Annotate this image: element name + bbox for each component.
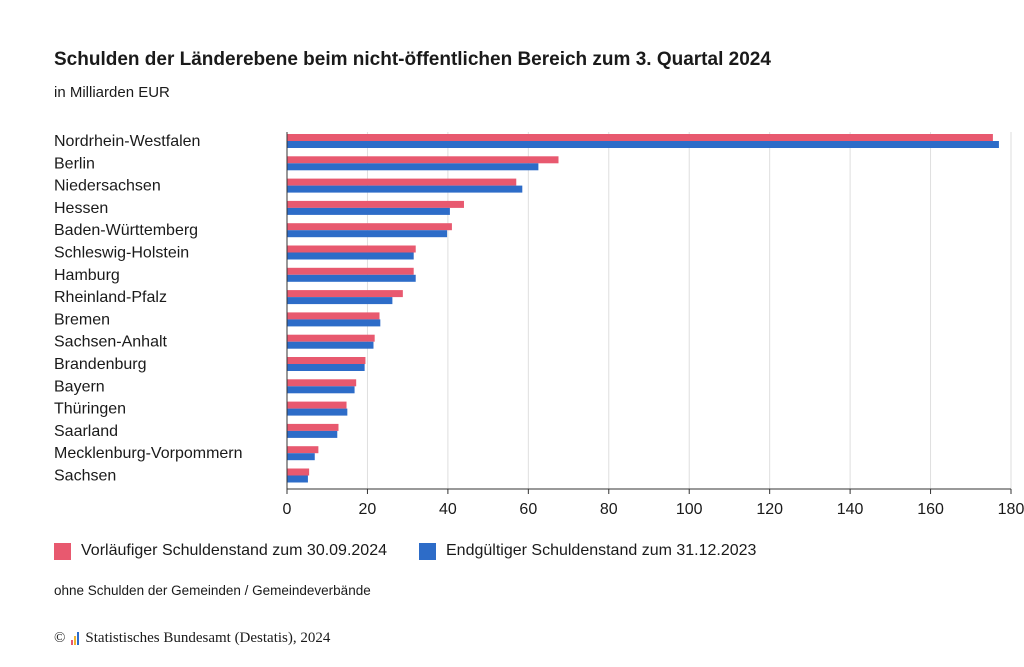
legend-swatch-preliminary [54,542,71,560]
bar-preliminary [287,245,416,253]
chart-subtitle: in Milliarden EUR [54,84,170,101]
bar-final [287,230,448,238]
chart-title: Schulden der Länderebene beim nicht-öffe… [54,49,771,70]
category-label: Sachsen [54,468,116,485]
category-label: Brandenburg [54,356,147,373]
x-tick-label: 160 [917,501,944,518]
bar-preliminary [287,200,464,208]
footnote: ohne Schulden der Gemeinden / Gemeindeve… [54,583,371,598]
x-tick-label: 120 [756,501,783,518]
category-label: Bayern [54,378,105,395]
bar-final [287,475,308,483]
category-label: Baden-Württemberg [54,222,198,239]
category-label: Saarland [54,423,118,440]
x-tick-label: 180 [998,501,1024,518]
bar-final [287,319,381,327]
bar-preliminary [287,401,347,409]
bar-final [287,408,348,416]
bar-preliminary [287,223,452,231]
x-tick-label: 40 [439,501,457,518]
category-label: Rheinland-Pfalz [54,289,167,306]
legend-item-final[interactable]: Endgültiger Schuldenstand zum 31.12.2023 [419,542,756,560]
bar-final [287,185,523,193]
category-label: Nordrhein-Westfalen [54,133,200,150]
bar-final [287,163,539,171]
bar-preliminary [287,357,366,364]
bar-preliminary [287,178,517,186]
legend-label-preliminary: Vorläufiger Schuldenstand zum 30.09.2024 [81,542,387,559]
copyright-symbol: © [54,630,66,646]
source-credit: © Statistisches Bundesamt (Destatis), 20… [54,630,330,647]
bar-preliminary [287,290,403,298]
x-tick-label: 80 [600,501,618,518]
x-tick-label: 140 [837,501,864,518]
bar-preliminary [287,379,357,387]
bar-final [287,141,999,148]
bar-preliminary [287,312,380,320]
bar-final [287,207,450,215]
bar-final [287,341,374,349]
credit-text: Statistisches Bundesamt (Destatis), 2024 [85,630,331,646]
bar-preliminary [287,267,414,275]
bar-preliminary [287,468,310,476]
legend-label-final: Endgültiger Schuldenstand zum 31.12.2023 [446,542,757,559]
bar-final [287,252,414,260]
legend-swatch-final [419,542,436,560]
category-label: Schleswig-Holstein [54,245,189,262]
bar-final [287,430,338,438]
category-label: Niedersachsen [54,178,161,195]
legend-item-preliminary[interactable]: Vorläufiger Schuldenstand zum 30.09.2024 [54,542,387,560]
x-tick-label: 20 [359,501,377,518]
bar-final [287,364,365,371]
category-label: Berlin [54,155,95,172]
destatis-logo-icon [71,632,80,645]
category-label: Bremen [54,311,110,328]
bar-final [287,297,393,305]
category-label: Hamburg [54,267,120,284]
category-label: Hessen [54,200,108,217]
legend: Vorläufiger Schuldenstand zum 30.09.2024… [54,542,756,560]
bar-preliminary [287,334,375,342]
x-tick-label: 0 [283,501,292,518]
bar-preliminary [287,134,993,141]
bar-final [287,453,315,461]
bar-chart: Nordrhein-Westfalen Berlin Niedersachsen He… [54,132,1024,518]
bar-final [287,386,355,394]
x-tick-label: 60 [519,501,537,518]
category-label: Mecklenburg-Vorpommern [54,445,243,462]
bar-final [287,274,416,282]
x-tick-label: 100 [676,501,703,518]
bar-preliminary [287,423,339,431]
category-label: Sachsen-Anhalt [54,334,168,351]
bar-preliminary [287,156,559,164]
bar-preliminary [287,446,319,454]
category-label: Thüringen [54,401,126,418]
